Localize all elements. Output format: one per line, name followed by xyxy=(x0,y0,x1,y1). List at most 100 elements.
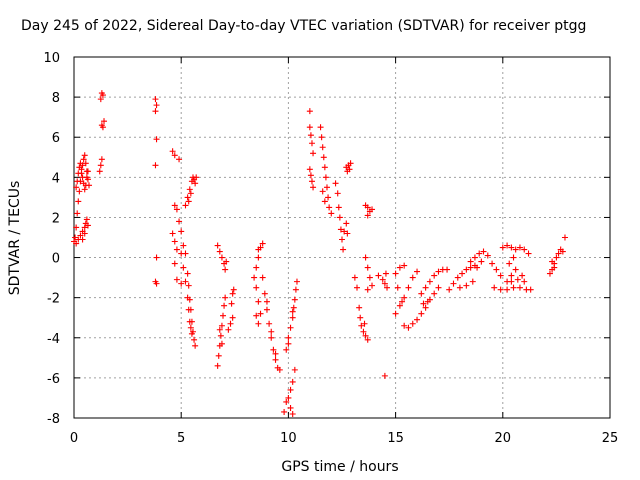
data-point xyxy=(369,282,376,289)
data-point xyxy=(185,306,192,313)
data-point xyxy=(228,300,235,307)
data-point xyxy=(74,178,81,185)
data-point xyxy=(171,152,178,159)
data-point xyxy=(185,198,192,205)
series-sat-n xyxy=(259,274,283,373)
data-point xyxy=(191,336,198,343)
data-point xyxy=(152,162,159,169)
y-tick-label: 2 xyxy=(52,211,60,226)
data-point xyxy=(192,180,199,187)
data-point xyxy=(180,242,187,249)
data-point xyxy=(259,274,266,281)
data-point xyxy=(98,156,105,163)
data-point xyxy=(409,320,416,327)
data-point xyxy=(340,246,347,253)
data-point xyxy=(506,260,513,267)
data-point xyxy=(332,180,339,187)
data-point xyxy=(521,278,528,285)
data-point xyxy=(354,284,361,291)
data-point xyxy=(178,250,185,257)
data-point xyxy=(192,342,199,349)
data-point xyxy=(306,124,313,131)
data-point xyxy=(323,184,330,191)
data-point xyxy=(220,312,227,319)
data-point xyxy=(521,246,528,253)
series-sat-z xyxy=(418,266,451,307)
data-point xyxy=(178,280,185,287)
data-point xyxy=(471,254,478,261)
data-point xyxy=(491,284,498,291)
data-point xyxy=(336,214,343,221)
data-point xyxy=(516,284,523,291)
data-point xyxy=(381,372,388,379)
axes: 0 5 10 15 20 25 -8 -6 -4 -2 0 2 4 6 8 10 xyxy=(43,51,618,446)
data-point xyxy=(382,270,389,277)
data-point xyxy=(364,336,371,343)
data-point xyxy=(364,286,371,293)
series-sat-ab xyxy=(467,248,504,279)
data-point xyxy=(527,286,534,293)
data-point xyxy=(77,232,84,239)
data-point xyxy=(559,248,566,255)
data-point xyxy=(152,108,159,115)
data-points xyxy=(71,90,568,417)
data-point xyxy=(396,264,403,271)
x-tick-label: 20 xyxy=(495,431,512,446)
data-point xyxy=(364,264,371,271)
data-point xyxy=(186,186,193,193)
data-point xyxy=(510,284,517,291)
data-point xyxy=(512,246,519,253)
data-point xyxy=(255,320,262,327)
y-tick-label: 8 xyxy=(52,91,60,106)
data-point xyxy=(504,278,511,285)
data-point xyxy=(418,290,425,297)
data-point xyxy=(171,238,178,245)
data-point xyxy=(182,278,189,285)
data-point xyxy=(214,242,221,249)
data-point xyxy=(293,278,300,285)
data-point xyxy=(463,282,470,289)
data-point xyxy=(334,190,341,197)
data-point xyxy=(360,328,367,335)
data-point xyxy=(218,322,225,329)
data-point xyxy=(83,216,90,223)
data-point xyxy=(325,194,332,201)
data-point xyxy=(306,108,313,115)
chart-title: Day 245 of 2022, Sidereal Day-to-day VTE… xyxy=(21,18,586,34)
data-point xyxy=(317,124,324,131)
data-point xyxy=(153,136,160,143)
data-point xyxy=(187,324,194,331)
data-point xyxy=(225,326,232,333)
data-point xyxy=(281,408,288,415)
series-sat-q xyxy=(306,108,317,191)
data-point xyxy=(489,260,496,267)
data-point xyxy=(72,234,79,241)
data-point xyxy=(414,316,421,323)
series-sat-f xyxy=(169,148,185,287)
y-tick-label: 4 xyxy=(52,171,60,186)
data-point xyxy=(516,244,523,251)
data-point xyxy=(307,132,314,139)
data-point xyxy=(519,272,526,279)
data-point xyxy=(401,322,408,329)
data-point xyxy=(344,230,351,237)
y-axis-label: SDTVAR / TECUs xyxy=(7,181,23,296)
data-point xyxy=(394,284,401,291)
data-point xyxy=(214,362,221,369)
data-point xyxy=(497,286,504,293)
data-point xyxy=(283,346,290,353)
data-point xyxy=(171,202,178,209)
data-point xyxy=(81,230,88,237)
data-point xyxy=(364,204,371,211)
data-point xyxy=(289,378,296,385)
data-point xyxy=(399,298,406,305)
data-point xyxy=(362,332,369,339)
data-point xyxy=(173,276,180,283)
data-point xyxy=(335,204,342,211)
data-point xyxy=(79,236,86,243)
data-point xyxy=(484,252,491,259)
data-point xyxy=(173,246,180,253)
data-point xyxy=(73,240,80,247)
series-sat-p xyxy=(283,278,300,353)
